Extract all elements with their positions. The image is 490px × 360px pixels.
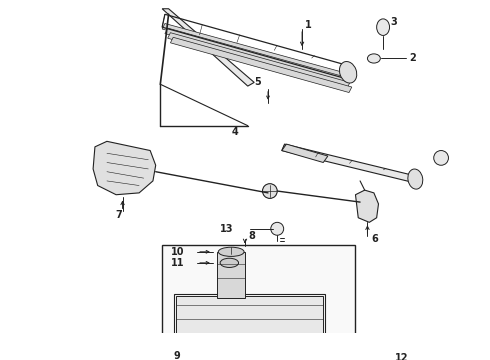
Polygon shape — [162, 23, 346, 79]
Ellipse shape — [219, 247, 244, 256]
Polygon shape — [282, 144, 328, 162]
Ellipse shape — [340, 62, 357, 83]
Polygon shape — [162, 9, 254, 86]
Ellipse shape — [408, 169, 423, 189]
Polygon shape — [218, 252, 245, 298]
Text: 2: 2 — [409, 54, 416, 63]
Text: 6: 6 — [371, 234, 378, 244]
Ellipse shape — [193, 351, 205, 360]
Polygon shape — [168, 33, 350, 88]
Text: 3: 3 — [391, 17, 397, 27]
Polygon shape — [282, 144, 417, 183]
Text: 9: 9 — [173, 351, 180, 360]
Circle shape — [263, 184, 277, 198]
Circle shape — [434, 150, 448, 165]
Text: 13: 13 — [220, 224, 234, 234]
Text: 11: 11 — [172, 258, 185, 268]
Bar — [162, 246, 355, 360]
Polygon shape — [93, 141, 156, 195]
Polygon shape — [176, 296, 323, 356]
Text: 7: 7 — [115, 210, 122, 220]
Text: 10: 10 — [172, 247, 185, 257]
Text: 5: 5 — [254, 77, 261, 87]
Polygon shape — [171, 37, 352, 93]
Ellipse shape — [368, 54, 380, 63]
Ellipse shape — [219, 353, 225, 359]
Text: 12: 12 — [395, 353, 409, 360]
Ellipse shape — [220, 258, 239, 267]
Ellipse shape — [380, 351, 395, 360]
Ellipse shape — [377, 19, 390, 35]
Text: 8: 8 — [249, 231, 256, 241]
Text: 1: 1 — [305, 20, 312, 30]
Polygon shape — [165, 28, 348, 83]
Polygon shape — [355, 190, 378, 222]
Text: 4: 4 — [231, 127, 238, 137]
Circle shape — [271, 222, 284, 235]
